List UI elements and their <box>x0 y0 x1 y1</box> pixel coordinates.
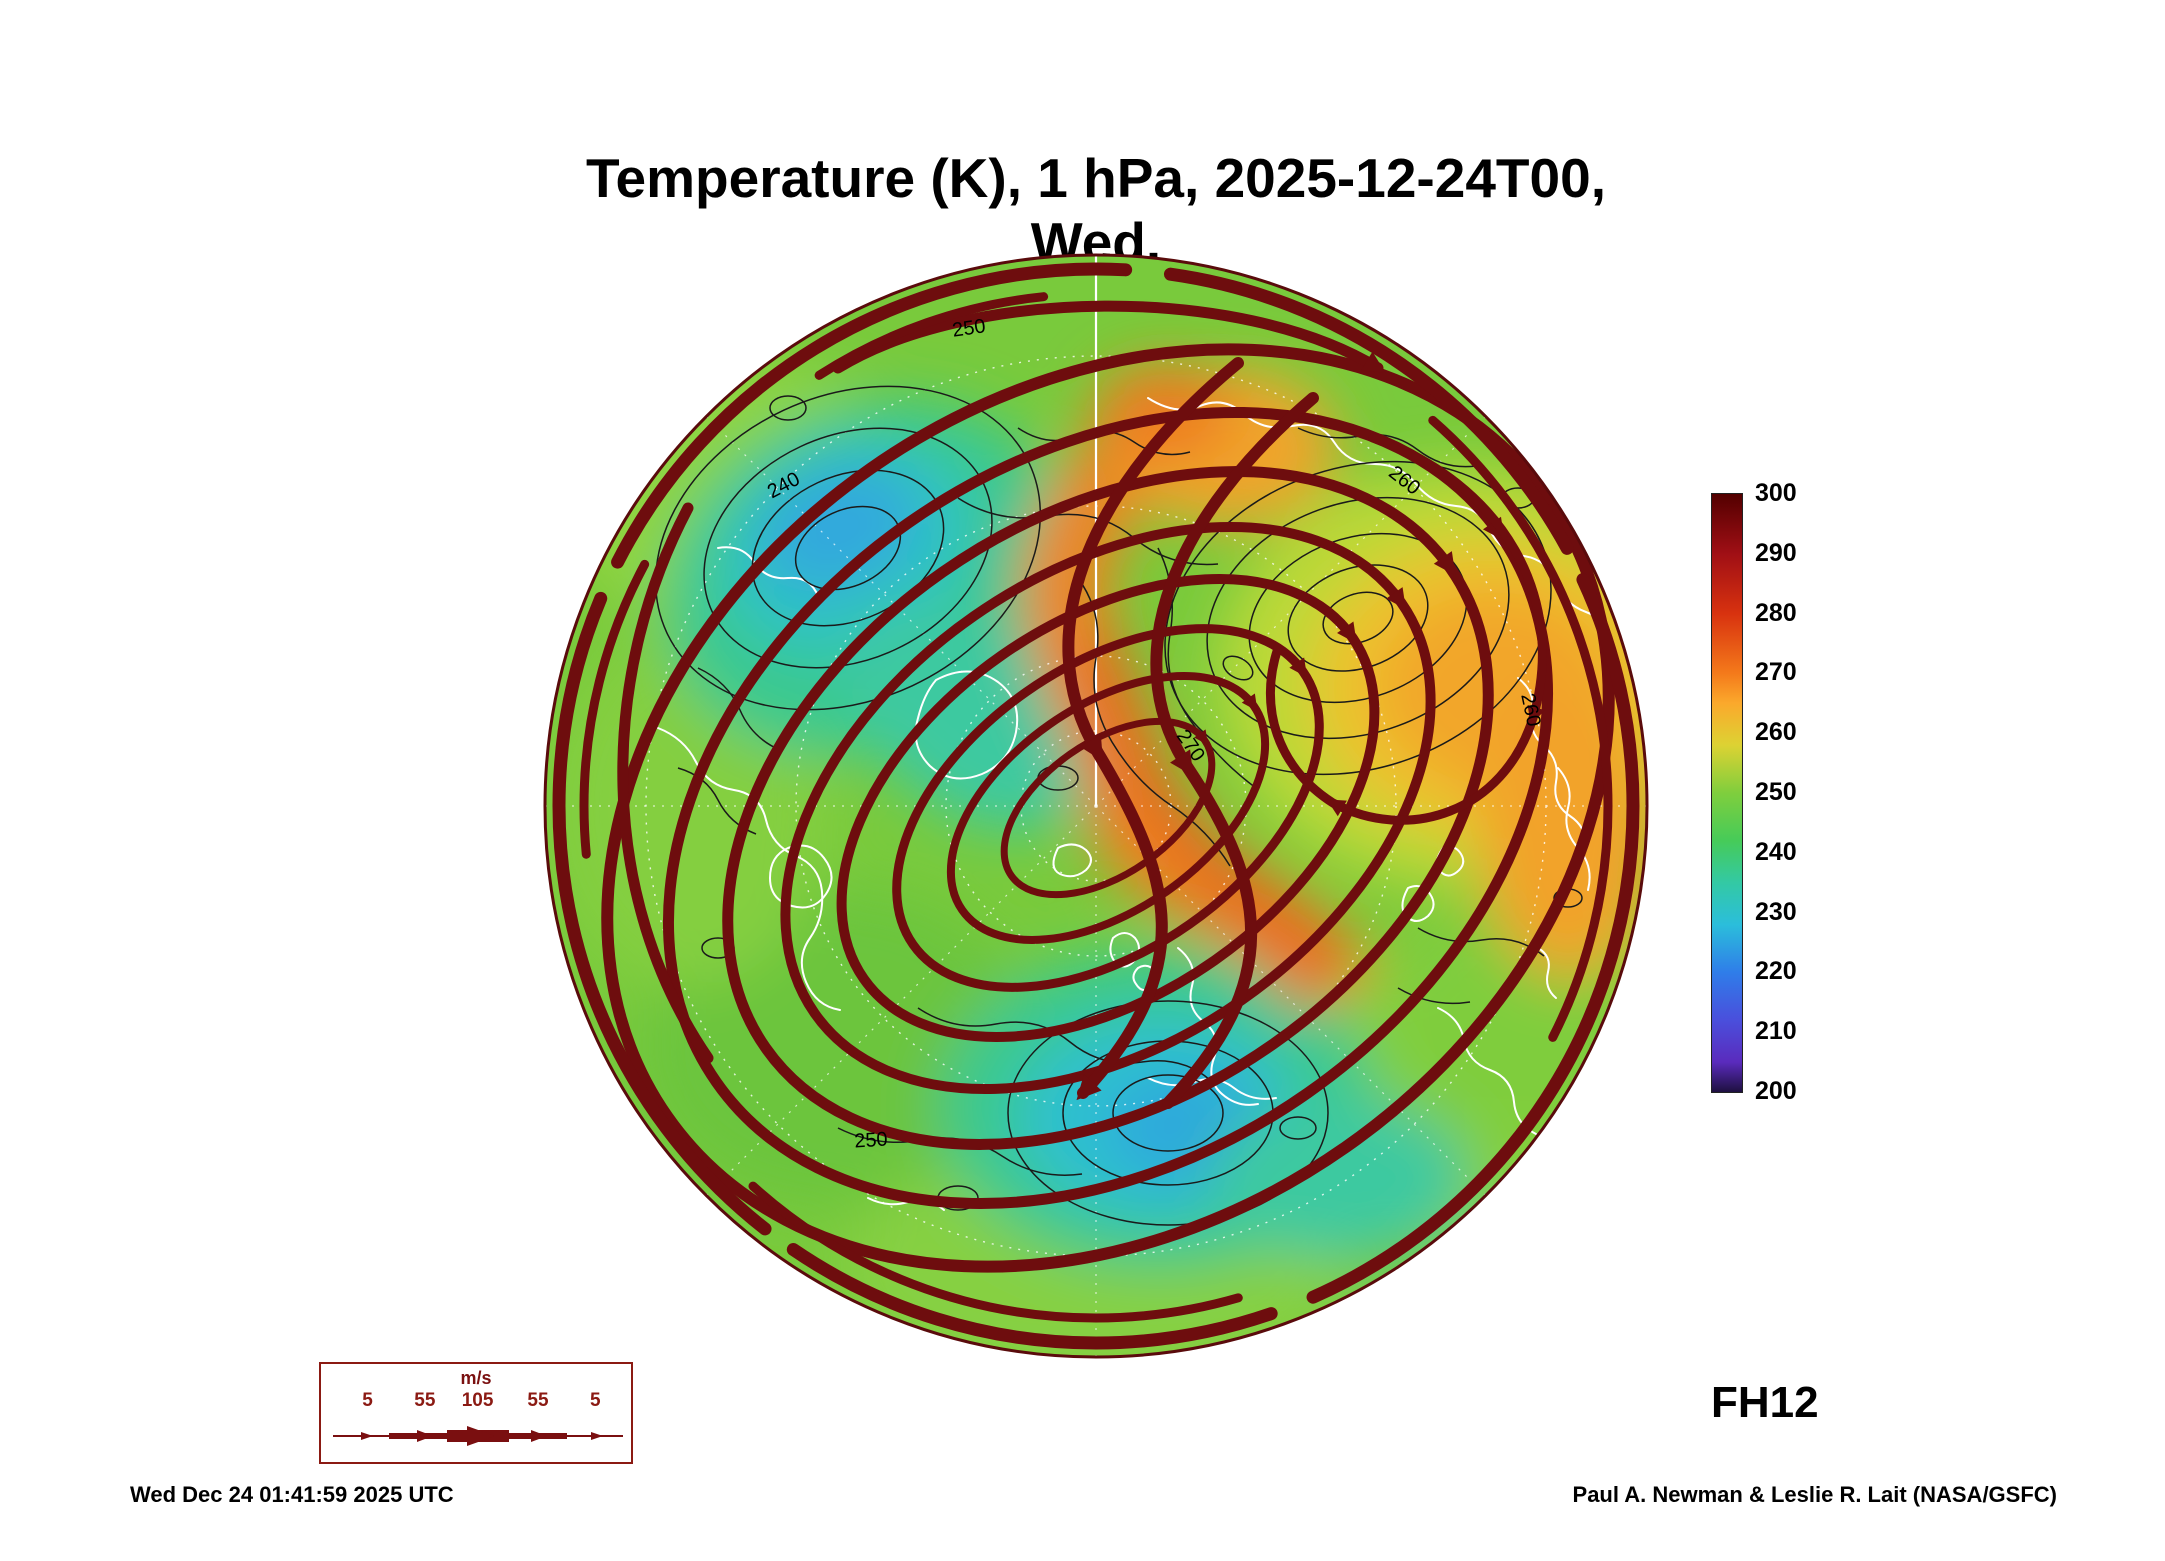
colorbar-tick-label: 200 <box>1755 1077 1797 1105</box>
wind-speed-values: 5 55 105 55 5 <box>321 1390 631 1412</box>
colorbar: 300 290 280 270 260 250 240 230 220 210 200 <box>1711 479 1861 1105</box>
colorbar-ticks: 300 290 280 270 260 250 240 230 220 210 200 <box>1755 479 1855 1105</box>
colorbar-tick-label: 220 <box>1755 957 1797 986</box>
wind-barb-arrow <box>333 1426 623 1446</box>
wind-speed-value: 5 <box>590 1390 601 1411</box>
wind-speed-legend: m/s 5 55 105 55 5 <box>319 1362 633 1464</box>
wind-speed-value: 5 <box>362 1390 373 1411</box>
wind-streamlines-layer <box>552 262 1640 1350</box>
colorbar-gradient <box>1711 493 1743 1093</box>
wind-speed-value: 105 <box>461 1390 494 1411</box>
colorbar-tick-label: 240 <box>1755 837 1797 866</box>
wind-speed-value: 55 <box>414 1390 436 1411</box>
globe-svg <box>543 253 1649 1359</box>
wind-unit-label: m/s <box>460 1368 492 1388</box>
colorbar-tick-label: 280 <box>1755 598 1797 627</box>
forecast-hour-label: FH12 <box>1711 1378 1819 1427</box>
globe-rim <box>543 253 1649 1359</box>
generation-timestamp: Wed Dec 24 01:41:59 2025 UTC <box>130 1482 454 1507</box>
colorbar-tick-label: 230 <box>1755 897 1797 926</box>
credit-text: Paul A. Newman & Leslie R. Lait (NASA/GS… <box>1572 1482 2057 1507</box>
polar-map: 250 240 260 270 260 250 <box>538 248 1654 1364</box>
colorbar-tick-label: 250 <box>1755 778 1797 806</box>
wind-speed-value: 55 <box>527 1390 549 1411</box>
colorbar-tick-label: 260 <box>1755 718 1797 747</box>
colorbar-tick-label: 300 <box>1755 479 1797 507</box>
figure-title: Temperature (K), 1 hPa, 2025-12-24T00, W… <box>586 147 1606 273</box>
colorbar-tick-label: 210 <box>1755 1017 1797 1046</box>
colorbar-tick-label: 290 <box>1755 538 1797 567</box>
colorbar-tick-label: 270 <box>1755 658 1797 687</box>
